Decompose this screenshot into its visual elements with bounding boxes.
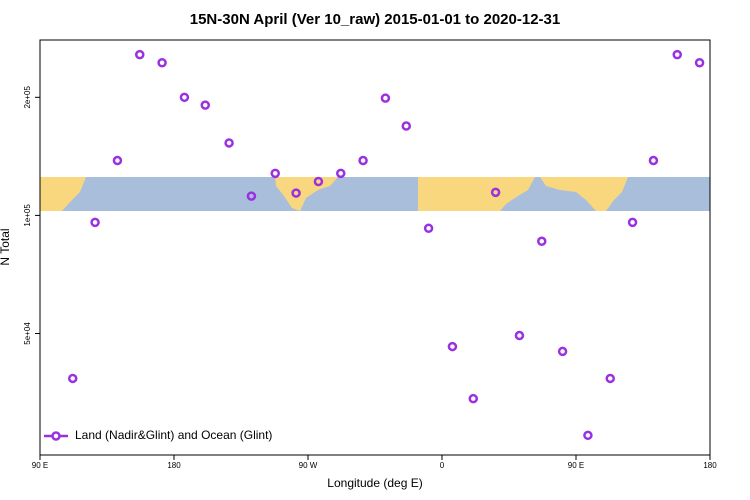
point (112, 155, 123, 166)
point (557, 346, 568, 357)
point (468, 393, 479, 404)
y-tick-label: 1e+05 (23, 204, 32, 227)
x-tick-label: 90 E (568, 461, 584, 470)
map-strip (40, 177, 710, 211)
x-tick-label: 0 (440, 461, 445, 470)
point (490, 187, 501, 198)
legend-label: Land (Nadir&Glint) and Ocean (Glint) (75, 428, 272, 442)
point (224, 138, 234, 148)
y-axis-label: N Total (0, 228, 12, 265)
point (313, 176, 324, 187)
point (537, 236, 547, 247)
x-tick-label: 90 E (32, 461, 48, 470)
point (401, 121, 412, 131)
x-tick-label: 90 W (299, 461, 318, 470)
x-tick-label: 180 (703, 461, 717, 470)
point (447, 341, 458, 352)
legend-marker (51, 431, 61, 441)
point (336, 168, 346, 179)
point (672, 49, 682, 60)
point (605, 373, 615, 384)
x-axis-label: Longitude (deg E) (327, 476, 422, 490)
point (246, 191, 257, 201)
plot-frame (39, 39, 711, 456)
point (270, 168, 280, 179)
point (200, 100, 211, 110)
point (423, 223, 434, 234)
point (627, 217, 638, 228)
point (648, 155, 659, 166)
point (291, 188, 301, 198)
y-tick-label: 2e+05 (23, 86, 32, 109)
y-tick-label: 5e+04 (23, 322, 32, 345)
point (90, 217, 100, 228)
point (179, 92, 190, 103)
point (157, 57, 167, 68)
point (135, 49, 145, 60)
chart-title: 15N-30N April (Ver 10_raw) 2015-01-01 to… (190, 11, 560, 28)
point (68, 373, 78, 384)
point (694, 57, 705, 68)
x-tick-label: 180 (167, 461, 181, 470)
point (514, 330, 525, 341)
point (358, 155, 368, 166)
point (380, 93, 391, 103)
point (583, 430, 593, 441)
